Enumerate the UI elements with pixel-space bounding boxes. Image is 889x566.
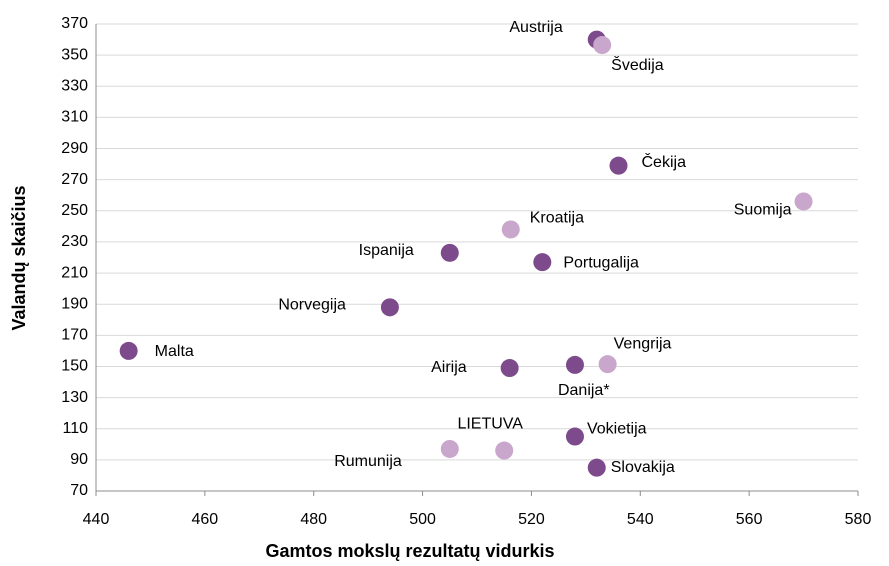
x-tick-label: 480 — [300, 511, 327, 528]
point-label: Čekija — [642, 152, 687, 171]
point-label: Portugalija — [563, 254, 639, 271]
x-tick-label: 440 — [83, 511, 110, 528]
y-tick-label: 290 — [61, 140, 88, 157]
y-tick-label: 190 — [61, 295, 88, 312]
point-label: Norvegija — [278, 297, 346, 314]
y-tick-label: 90 — [70, 451, 88, 468]
y-tick-label: 270 — [61, 171, 88, 188]
point — [440, 243, 459, 262]
point — [119, 341, 138, 360]
point-label: LIETUVA — [457, 416, 523, 433]
point-label: Malta — [155, 343, 194, 360]
point-label: Slovakija — [611, 459, 675, 476]
y-tick-label: 350 — [61, 46, 88, 63]
point — [565, 355, 584, 374]
x-tick-label: 460 — [192, 511, 219, 528]
x-axis-label: Gamtos mokslų rezultatų vidurkis — [265, 541, 554, 561]
x-tick-label: 500 — [409, 511, 436, 528]
point — [380, 298, 399, 317]
point-label: Danija* — [558, 382, 610, 399]
x-tick-label: 560 — [736, 511, 763, 528]
y-tick-label: 210 — [61, 264, 88, 281]
y-tick-label: 310 — [61, 109, 88, 126]
point — [598, 355, 617, 374]
point — [565, 427, 584, 446]
x-tick-label: 520 — [518, 511, 545, 528]
point — [593, 36, 612, 55]
point — [501, 220, 520, 239]
y-tick-label: 150 — [61, 358, 88, 375]
point — [609, 156, 628, 175]
point — [794, 192, 813, 211]
x-tick-label: 580 — [845, 511, 872, 528]
point-label: Rumunija — [334, 453, 402, 470]
y-tick-label: 70 — [70, 482, 88, 499]
x-tick-label: 540 — [627, 511, 654, 528]
y-tick-label: 330 — [61, 77, 88, 94]
point — [533, 253, 552, 272]
point-label: Vokietija — [587, 421, 647, 438]
y-axis-label: Valandų skaičius — [9, 185, 29, 330]
point-label: Vengrija — [614, 335, 672, 352]
point — [440, 439, 459, 458]
point-label: Suomija — [734, 202, 792, 219]
y-tick-label: 250 — [61, 202, 88, 219]
point-label: Ispanija — [359, 242, 414, 259]
y-tick-label: 170 — [61, 327, 88, 344]
y-tick-label: 230 — [61, 233, 88, 250]
point — [587, 458, 606, 477]
y-tick-label: 370 — [61, 15, 88, 32]
y-tick-label: 110 — [62, 420, 88, 437]
point-label: Kroatija — [530, 210, 584, 227]
point — [500, 359, 519, 378]
y-tick-label: 130 — [61, 389, 88, 406]
point-label: Švedija — [611, 55, 664, 74]
point-label: Airija — [431, 359, 467, 376]
point-label: Austrija — [509, 19, 562, 36]
point — [495, 441, 514, 460]
